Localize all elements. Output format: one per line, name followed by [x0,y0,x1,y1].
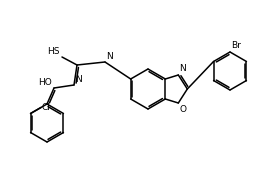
Text: N: N [179,64,186,73]
Text: O: O [179,105,186,114]
Text: HS: HS [48,47,60,56]
Text: N: N [106,52,113,61]
Text: HO: HO [38,78,52,87]
Text: Br: Br [231,41,241,50]
Text: Cl: Cl [42,103,51,112]
Text: N: N [75,75,82,84]
